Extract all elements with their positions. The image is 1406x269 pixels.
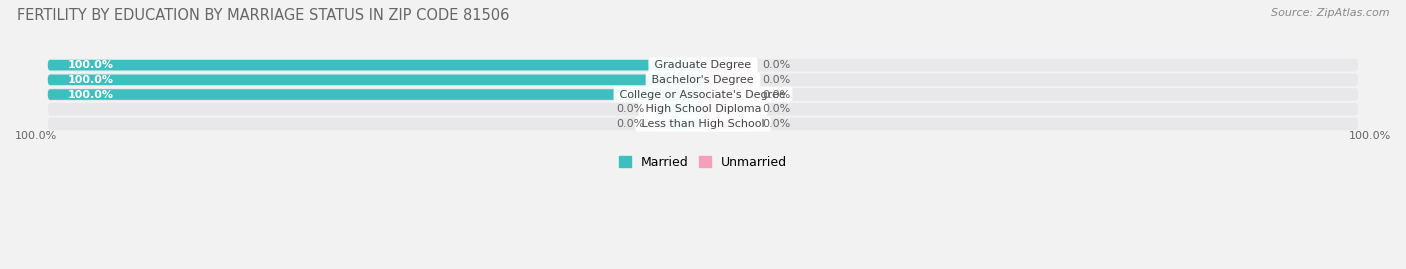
FancyBboxPatch shape (48, 73, 1358, 86)
Text: College or Associate's Degree: College or Associate's Degree (616, 90, 790, 100)
FancyBboxPatch shape (703, 60, 749, 70)
FancyBboxPatch shape (48, 103, 1358, 116)
FancyBboxPatch shape (703, 89, 749, 100)
FancyBboxPatch shape (703, 104, 749, 115)
Text: 0.0%: 0.0% (616, 104, 644, 114)
FancyBboxPatch shape (657, 119, 703, 129)
Text: Bachelor's Degree: Bachelor's Degree (648, 75, 758, 85)
Text: 100.0%: 100.0% (67, 90, 114, 100)
Text: 100.0%: 100.0% (1348, 131, 1391, 141)
Text: FERTILITY BY EDUCATION BY MARRIAGE STATUS IN ZIP CODE 81506: FERTILITY BY EDUCATION BY MARRIAGE STATU… (17, 8, 509, 23)
Text: 0.0%: 0.0% (762, 104, 790, 114)
Text: High School Diploma: High School Diploma (641, 104, 765, 114)
FancyBboxPatch shape (703, 75, 749, 85)
Text: Graduate Degree: Graduate Degree (651, 60, 755, 70)
Text: 0.0%: 0.0% (762, 75, 790, 85)
FancyBboxPatch shape (48, 60, 703, 70)
Text: 100.0%: 100.0% (15, 131, 58, 141)
FancyBboxPatch shape (48, 88, 1358, 101)
Text: 100.0%: 100.0% (67, 60, 114, 70)
FancyBboxPatch shape (48, 89, 703, 100)
Text: Source: ZipAtlas.com: Source: ZipAtlas.com (1271, 8, 1389, 18)
Text: 100.0%: 100.0% (67, 75, 114, 85)
Legend: Married, Unmarried: Married, Unmarried (613, 151, 793, 174)
FancyBboxPatch shape (48, 118, 1358, 130)
Text: Less than High School: Less than High School (638, 119, 768, 129)
Text: 0.0%: 0.0% (762, 90, 790, 100)
Text: 0.0%: 0.0% (762, 60, 790, 70)
FancyBboxPatch shape (657, 104, 703, 115)
Text: 0.0%: 0.0% (762, 119, 790, 129)
FancyBboxPatch shape (48, 75, 703, 85)
FancyBboxPatch shape (703, 119, 749, 129)
FancyBboxPatch shape (48, 59, 1358, 72)
Text: 0.0%: 0.0% (616, 119, 644, 129)
